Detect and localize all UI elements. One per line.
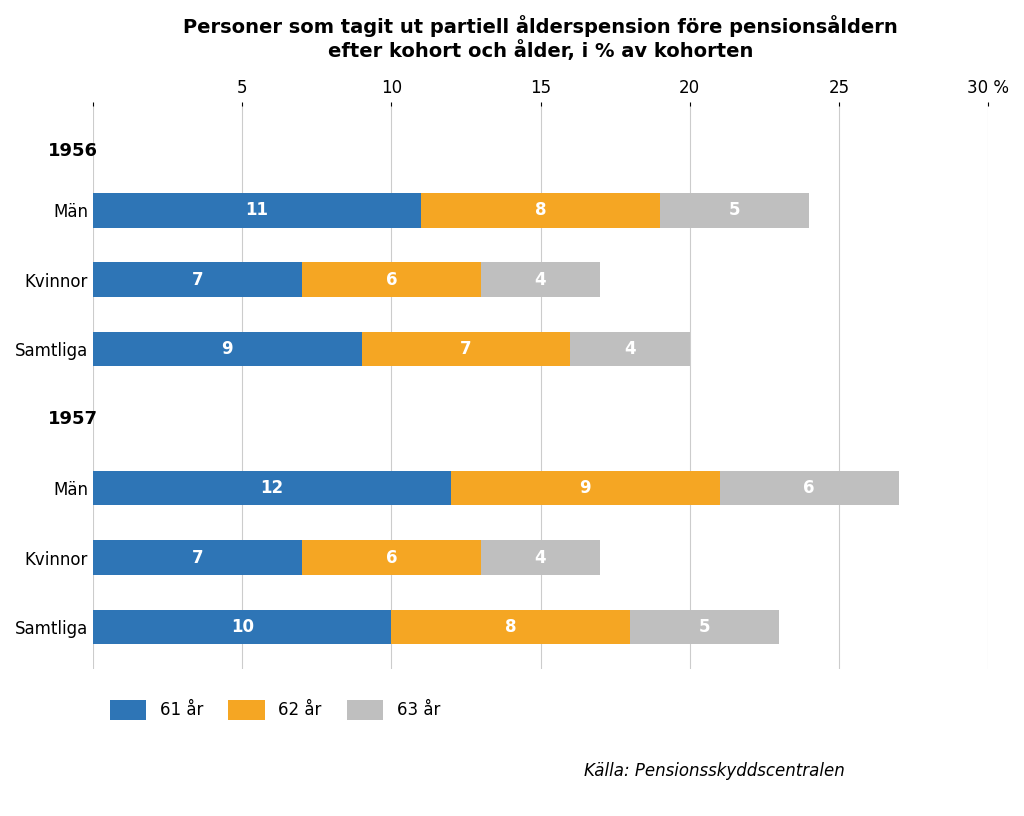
Text: 6: 6	[386, 548, 397, 566]
Bar	[93, 262, 302, 297]
Bar	[93, 610, 391, 645]
Text: 11: 11	[246, 202, 268, 220]
Bar	[93, 471, 451, 505]
Legend: 61 år, 62 år, 63 år: 61 år, 62 år, 63 år	[101, 692, 449, 728]
Text: 4: 4	[535, 271, 547, 289]
Text: 5: 5	[729, 202, 740, 220]
Text: 5: 5	[698, 618, 711, 636]
Text: 7: 7	[460, 340, 472, 358]
Text: 6: 6	[386, 271, 397, 289]
Text: 8: 8	[505, 618, 516, 636]
Text: 7: 7	[191, 271, 204, 289]
Bar	[361, 332, 570, 366]
Bar	[93, 193, 421, 228]
Bar	[302, 540, 481, 575]
Bar	[391, 610, 630, 645]
Title: Personer som tagit ut partiell ålderspension före pensionsåldern
efter kohort oc: Personer som tagit ut partiell ålderspen…	[183, 15, 898, 61]
Bar	[93, 540, 302, 575]
Text: 6: 6	[803, 479, 815, 497]
Bar	[481, 540, 600, 575]
Bar	[421, 193, 659, 228]
Bar	[451, 471, 720, 505]
Text: 1957: 1957	[48, 410, 98, 428]
Text: 1956: 1956	[48, 142, 98, 160]
Bar	[720, 471, 898, 505]
Text: 9: 9	[221, 340, 233, 358]
Text: 12: 12	[260, 479, 284, 497]
Text: 4: 4	[625, 340, 636, 358]
Bar	[93, 332, 361, 366]
Bar	[481, 262, 600, 297]
Text: 4: 4	[535, 548, 547, 566]
Bar	[570, 332, 690, 366]
Text: 8: 8	[535, 202, 547, 220]
Text: 7: 7	[191, 548, 204, 566]
Bar	[630, 610, 779, 645]
Text: Källa: Pensionsskyddscentralen: Källa: Pensionsskyddscentralen	[584, 762, 845, 780]
Text: 9: 9	[580, 479, 591, 497]
Bar	[302, 262, 481, 297]
Text: 10: 10	[230, 618, 254, 636]
Bar	[659, 193, 809, 228]
